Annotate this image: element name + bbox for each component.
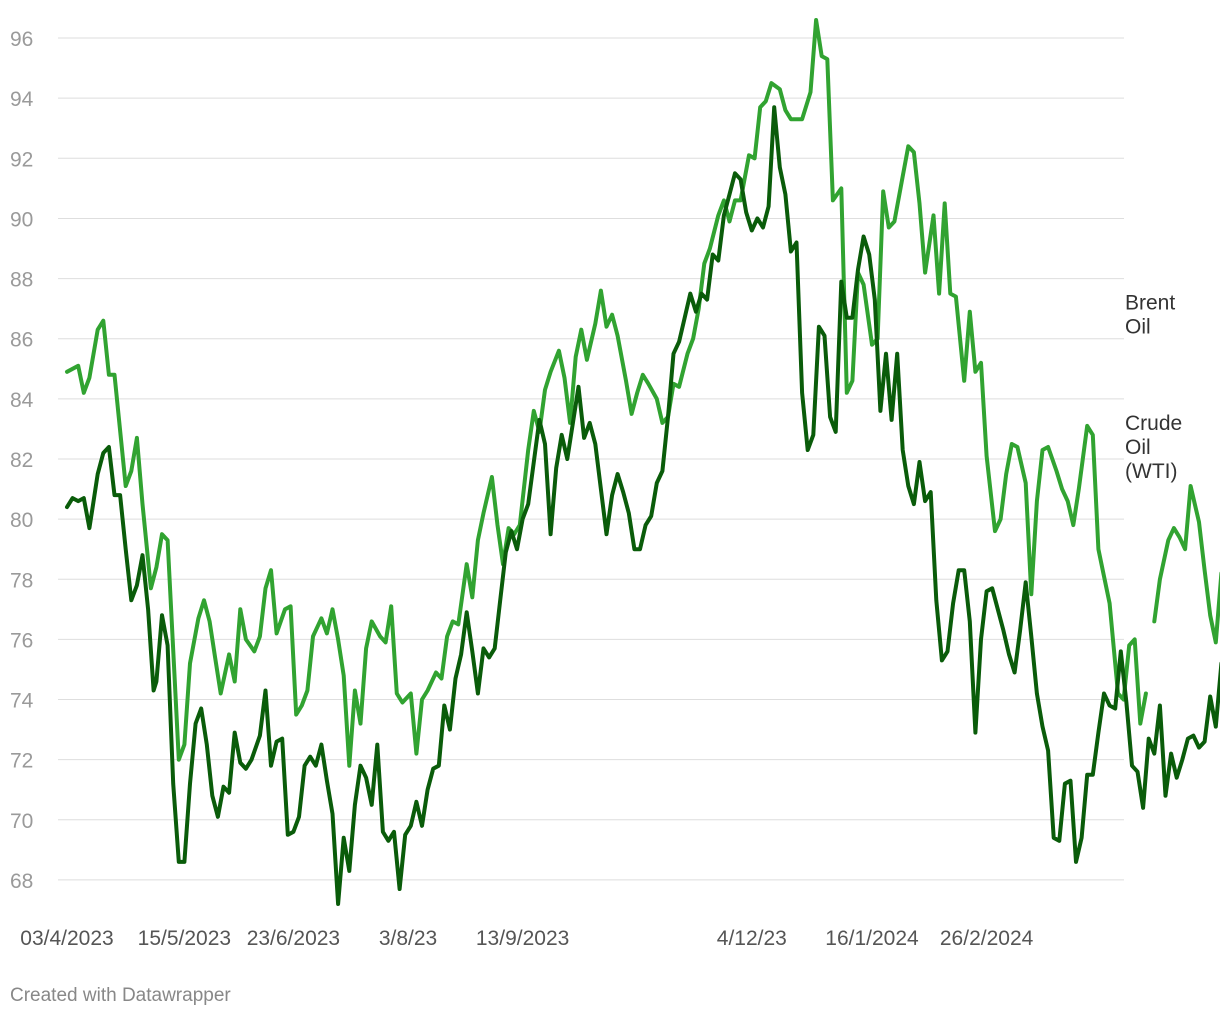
- y-tick-label: 72: [10, 750, 33, 773]
- series-line-0: [65, 18, 1220, 768]
- series-label-0: Brent Oil: [1125, 292, 1175, 339]
- y-tick-label: 84: [10, 389, 34, 412]
- y-tick-label: 80: [10, 509, 33, 532]
- x-tick-label: 16/1/2024: [825, 927, 919, 950]
- y-tick-label: 94: [10, 88, 34, 111]
- y-axis: 68 70 72 74 76 78 80 82 84 86 88 90 92 94 96: [10, 28, 34, 893]
- series-label-1: Crude Oil (WTI): [1125, 412, 1182, 483]
- x-tick-label: 03/4/2023: [20, 927, 113, 950]
- y-tick-label: 76: [10, 629, 33, 652]
- x-tick-label: 4/12/23: [717, 927, 787, 950]
- series-label-line: (WTI): [1125, 460, 1177, 483]
- credit-text: Created with Datawrapper: [10, 985, 231, 1006]
- y-tick-label: 78: [10, 569, 33, 592]
- y-tick-label: 90: [10, 208, 33, 231]
- series-label-line: Oil: [1125, 316, 1151, 339]
- x-tick-label: 13/9/2023: [476, 927, 569, 950]
- series-lines: [65, 18, 1220, 906]
- y-tick-label: 70: [10, 810, 33, 833]
- series-label-line: Crude: [1125, 412, 1182, 435]
- gridlines: [58, 37, 1124, 881]
- y-tick-label: 82: [10, 449, 33, 472]
- y-tick-label: 92: [10, 148, 33, 171]
- y-tick-label: 74: [10, 690, 34, 713]
- series-label-line: Brent: [1125, 292, 1175, 315]
- x-tick-label: 15/5/2023: [138, 927, 231, 950]
- y-tick-label: 96: [10, 28, 33, 51]
- y-tick-label: 86: [10, 329, 33, 352]
- x-axis: 03/4/2023 15/5/2023 23/6/2023 3/8/23 13/9/20…: [20, 927, 1033, 950]
- series-label-line: Oil: [1125, 436, 1151, 459]
- x-tick-label: 3/8/23: [379, 927, 437, 950]
- x-tick-label: 23/6/2023: [247, 927, 340, 950]
- series-line-1: [65, 105, 1220, 906]
- y-tick-label: 88: [10, 269, 33, 292]
- x-tick-label: 26/2/2024: [940, 927, 1034, 950]
- y-tick-label: 68: [10, 870, 33, 893]
